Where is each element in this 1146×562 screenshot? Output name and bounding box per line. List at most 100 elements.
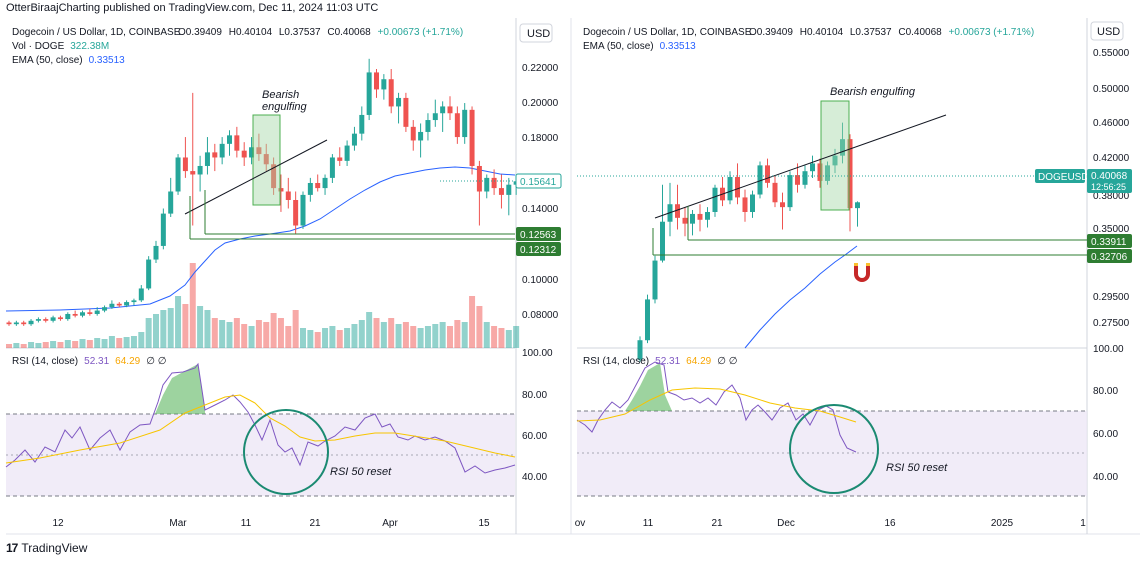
candle-body: [278, 188, 284, 192]
candle-body: [285, 191, 291, 200]
right-rsi-annotation: RSI 50 reset: [886, 462, 948, 474]
tick-label: 80.00: [522, 390, 547, 401]
left-ema-label: EMA (50, close): [12, 55, 83, 66]
right-candles: [637, 122, 860, 362]
candle-body: [742, 197, 748, 212]
left-high: H0.40104: [229, 27, 273, 38]
candle-body: [498, 188, 504, 195]
candle-body: [840, 139, 845, 156]
volume-bar: [20, 344, 27, 348]
right-badge-2: 12:56:25: [1091, 182, 1126, 192]
volume-bar: [64, 340, 71, 348]
candle-body: [72, 313, 78, 316]
right-badge-4: 0.32706: [1091, 252, 1128, 263]
left-rsi-line: [5, 362, 516, 474]
volume-bar: [241, 324, 248, 348]
candle-body: [43, 319, 49, 321]
volume-bar: [211, 318, 218, 348]
right-y-ticks: 0.55000 0.50000 0.46000 0.42000 0.38000 0.350…: [1093, 48, 1130, 329]
volume-bar: [28, 342, 35, 348]
candle-body: [337, 157, 343, 161]
left-rsi-overbought-fill: [155, 364, 205, 414]
left-badge-2: 0.12312: [520, 245, 557, 256]
candle-body: [637, 340, 643, 360]
volume-bar: [432, 324, 439, 348]
right-badge-1: 0.40068: [1091, 171, 1128, 182]
tick-label: 0.27500: [1093, 318, 1130, 329]
candle-body: [175, 157, 181, 192]
volume-bar: [336, 330, 343, 348]
right-ema-line: [744, 245, 858, 349]
candle-body: [329, 157, 335, 178]
candle-body: [418, 131, 424, 141]
volume-bar: [35, 343, 42, 348]
tick-label: 0.22000: [522, 63, 559, 74]
candle-body: [513, 181, 519, 185]
right-open: O0.39409: [749, 27, 793, 38]
volume-bar: [395, 324, 402, 348]
candle-body: [832, 155, 838, 166]
candle-body: [712, 187, 718, 212]
volume-bar: [366, 312, 373, 348]
candle-body: [506, 184, 512, 195]
candle-body: [690, 213, 695, 224]
svg-text:EMA (50, close)0.33513: EMA (50, close) 0.33513: [583, 41, 696, 52]
volume-bar: [86, 340, 93, 348]
candle-body: [366, 72, 372, 115]
candle-body: [787, 175, 793, 208]
volume-bar: [255, 320, 262, 348]
volume-bar: [300, 328, 306, 348]
volume-bar: [182, 304, 189, 348]
tick-label: 40.00: [522, 472, 547, 483]
candle-body: [234, 135, 240, 151]
candle-body: [388, 79, 394, 107]
candle-body: [131, 300, 137, 303]
left-ema-value: 0.33513: [89, 55, 126, 66]
candle-body: [168, 191, 174, 214]
volume-bar: [145, 318, 152, 348]
volume-bar: [175, 296, 182, 348]
right-low: L0.37537: [850, 27, 892, 38]
candle-body: [667, 204, 673, 222]
volume-bar: [344, 328, 351, 348]
left-candles: [6, 58, 519, 326]
left-change: +0.00673 (+1.71%): [378, 27, 464, 38]
candle-body: [249, 147, 255, 158]
candle-body: [241, 150, 247, 158]
tick-label: 100.00: [1093, 344, 1124, 355]
volume-bar: [380, 322, 387, 348]
left-vol-label: Vol · DOGE: [12, 41, 65, 52]
volume-bar: [329, 326, 336, 348]
candle-body: [219, 143, 225, 158]
left-rsi-nil: ∅ ∅: [146, 356, 166, 367]
x-tick-label: Dec: [777, 518, 795, 529]
volume-bar: [358, 320, 365, 348]
left-low: L0.37537: [279, 27, 321, 38]
right-rsi-nil: ∅ ∅: [717, 356, 737, 367]
candle-body: [35, 319, 41, 321]
candle-body: [124, 302, 130, 306]
candle-body: [21, 322, 27, 325]
volume-bar: [6, 344, 12, 348]
volume-bar: [138, 332, 145, 348]
candle-body: [780, 202, 785, 208]
volume-bar: [292, 310, 299, 348]
volume-bar: [388, 318, 395, 348]
candle-body: [735, 177, 740, 198]
candle-body: [65, 313, 71, 320]
tick-label: 0.46000: [1093, 118, 1130, 129]
candle-body: [697, 213, 703, 220]
tick-label: 0.42000: [1093, 153, 1130, 164]
candle-body: [204, 152, 210, 166]
candle-body: [410, 126, 416, 141]
volume-bar: [476, 306, 483, 348]
x-tick-label: 21: [309, 518, 321, 529]
right-trendline: [654, 114, 947, 219]
left-rsi-label: RSI (14, close): [12, 356, 78, 367]
volume-bar: [307, 330, 314, 348]
candle-body: [344, 145, 350, 161]
right-rsi-band: [577, 411, 1087, 496]
candle-body: [28, 320, 34, 325]
candle-body: [351, 133, 357, 146]
